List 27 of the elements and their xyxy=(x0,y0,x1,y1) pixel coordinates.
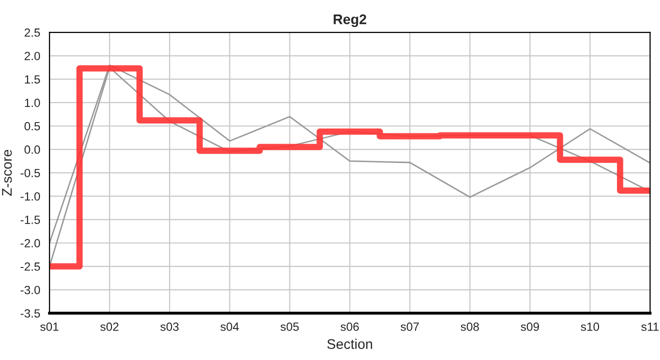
y-tick-label: -3.0 xyxy=(20,286,40,294)
x-tick-label: s04 xyxy=(220,322,239,331)
y-axis-title: Z-score xyxy=(2,150,12,196)
y-tick-label: -2.0 xyxy=(20,239,40,248)
y-tick-label: 0.5 xyxy=(24,122,40,130)
y-tick-label: -1.5 xyxy=(20,216,40,224)
x-tick-label: s10 xyxy=(580,322,600,331)
y-tick-label: 2.5 xyxy=(24,28,40,37)
y-tick-label: 0.0 xyxy=(24,145,40,154)
y-tick-label: -1.0 xyxy=(20,192,40,201)
y-tick-label: -2.5 xyxy=(20,262,40,271)
x-tick-label: s03 xyxy=(160,322,179,331)
y-tick-label: 1.0 xyxy=(24,98,40,107)
y-tick-label: -0.5 xyxy=(20,168,40,178)
x-tick-label: s01 xyxy=(40,322,58,331)
x-tick-label: s11 xyxy=(641,322,659,331)
x-tick-label: s09 xyxy=(520,322,539,331)
y-tick-label: 2.0 xyxy=(24,52,40,60)
y-tick-label: 1.5 xyxy=(24,75,40,84)
chart-title: Reg2 xyxy=(334,14,366,28)
x-tick-label: s02 xyxy=(100,322,118,331)
x-tick-label: s05 xyxy=(280,322,299,331)
y-tick-label: -3.5 xyxy=(20,309,40,318)
x-tick-label: s08 xyxy=(460,322,479,331)
x-axis-title: Section xyxy=(327,338,372,349)
x-tick-label: s07 xyxy=(400,322,419,331)
x-tick-label: s06 xyxy=(340,322,359,331)
